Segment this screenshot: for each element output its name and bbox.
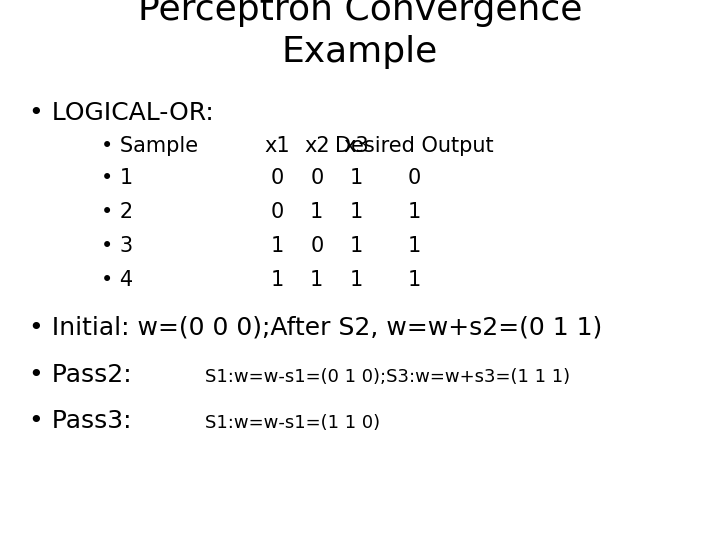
- Text: x3: x3: [343, 136, 369, 156]
- Text: • 3: • 3: [101, 236, 133, 256]
- Text: 0: 0: [408, 168, 420, 188]
- Text: • 2: • 2: [101, 202, 133, 222]
- Text: 1: 1: [271, 236, 284, 256]
- Text: S1:w=w-s1=(0 1 0);S3:w=w+s3=(1 1 1): S1:w=w-s1=(0 1 0);S3:w=w+s3=(1 1 1): [205, 368, 570, 386]
- Text: 1: 1: [408, 202, 420, 222]
- Text: 1: 1: [350, 202, 363, 222]
- Text: 1: 1: [350, 168, 363, 188]
- Text: 1: 1: [271, 270, 284, 290]
- Text: 1: 1: [310, 202, 323, 222]
- Text: • LOGICAL-OR:: • LOGICAL-OR:: [29, 101, 214, 125]
- Text: 0: 0: [310, 168, 323, 188]
- Text: 1: 1: [310, 270, 323, 290]
- Text: 0: 0: [271, 202, 284, 222]
- Text: Example: Example: [282, 35, 438, 69]
- Text: S1:w=w-s1=(1 1 0): S1:w=w-s1=(1 1 0): [205, 414, 380, 432]
- Text: 1: 1: [408, 270, 420, 290]
- Text: • 1: • 1: [101, 168, 133, 188]
- Text: • Pass2:: • Pass2:: [29, 363, 140, 387]
- Text: 0: 0: [310, 236, 323, 256]
- Text: 1: 1: [350, 236, 363, 256]
- Text: Desired Output: Desired Output: [335, 136, 493, 156]
- Text: 1: 1: [350, 270, 363, 290]
- Text: • 4: • 4: [101, 270, 133, 290]
- Text: • Initial: w=(0 0 0);After S2, w=w+s2=(0 1 1): • Initial: w=(0 0 0);After S2, w=w+s2=(0…: [29, 316, 602, 340]
- Text: x2: x2: [304, 136, 330, 156]
- Text: 1: 1: [408, 236, 420, 256]
- Text: x1: x1: [264, 136, 290, 156]
- Text: Perceptron Convergence: Perceptron Convergence: [138, 0, 582, 27]
- Text: • Pass3:: • Pass3:: [29, 409, 139, 433]
- Text: • Sample: • Sample: [101, 136, 198, 156]
- Text: 0: 0: [271, 168, 284, 188]
